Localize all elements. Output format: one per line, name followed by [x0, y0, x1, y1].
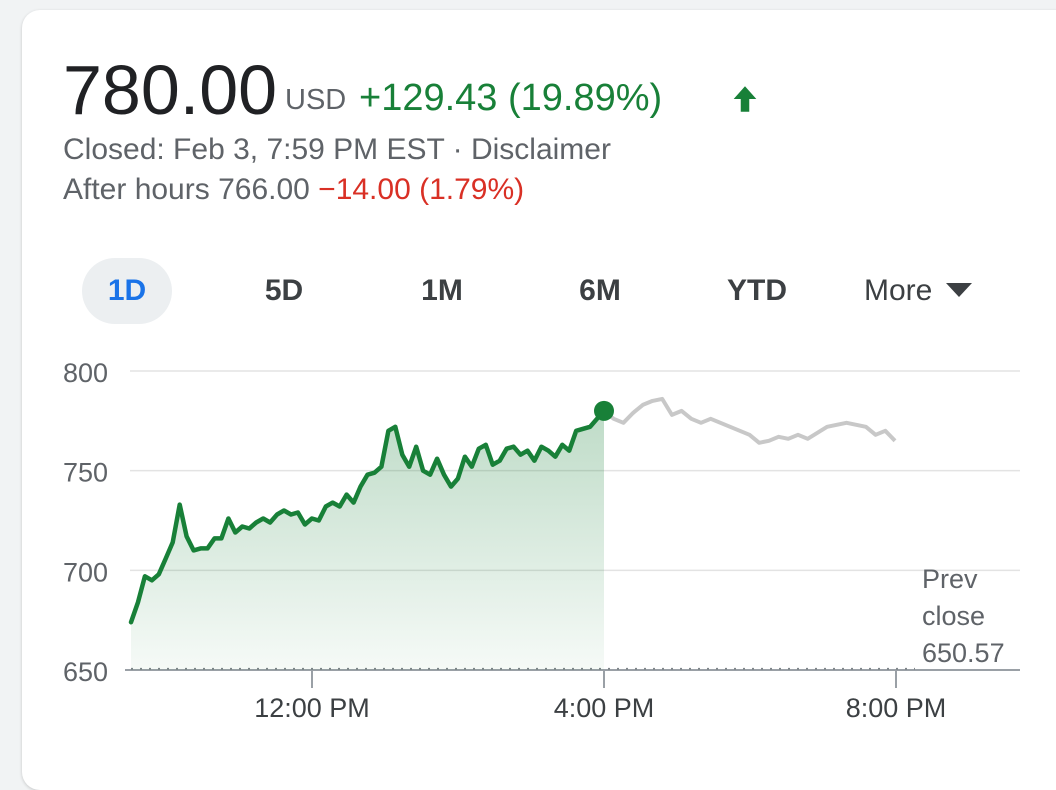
tab-1m[interactable]: 1M [421, 274, 463, 307]
y-tick-label: 650 [63, 657, 108, 687]
after-hours-change: −14.00 (1.79%) [318, 173, 525, 206]
currency-label: USD [285, 84, 347, 116]
y-tick-label: 750 [63, 458, 108, 488]
prev-close-label: 650.57 [922, 638, 1005, 668]
x-tick-label: 8:00 PM [846, 693, 947, 723]
more-label: More [864, 274, 933, 307]
tab-ytd[interactable]: YTD [727, 274, 787, 307]
price-line [128, 408, 607, 625]
tab-6m[interactable]: 6M [579, 274, 621, 307]
up-arrow-icon [733, 86, 757, 112]
prev-close-label: Prev [922, 564, 978, 594]
x-tick-label: 4:00 PM [554, 693, 655, 723]
close-marker [594, 400, 614, 421]
y-tick-label: 800 [63, 358, 108, 388]
price-chart[interactable]: 800 750 700 650 12:00 PM 4:00 PM 8:00 PM Prev cl… [0, 0, 1056, 754]
prev-close-label: close [922, 601, 985, 631]
after-hours-info: After hours 766.00 −14.00 (1.79%) [63, 171, 524, 209]
tab-1d[interactable]: 1D [82, 258, 172, 324]
tab-5d[interactable]: 5D [264, 274, 304, 307]
closed-info: Closed: Feb 3, 7:59 PM EST · Disclaimer [63, 133, 611, 166]
y-tick-label: 700 [63, 557, 108, 587]
chevron-down-icon [946, 283, 973, 297]
current-price: 780.00 [63, 51, 278, 129]
x-tick-label: 12:00 PM [254, 693, 370, 723]
more-dropdown[interactable]: More [846, 258, 986, 324]
after-hours-price: After hours 766.00 [63, 173, 310, 206]
price-change: +129.43 (19.89%) [359, 77, 663, 119]
after-hours-line [602, 396, 897, 445]
price-area-fill [131, 410, 604, 670]
